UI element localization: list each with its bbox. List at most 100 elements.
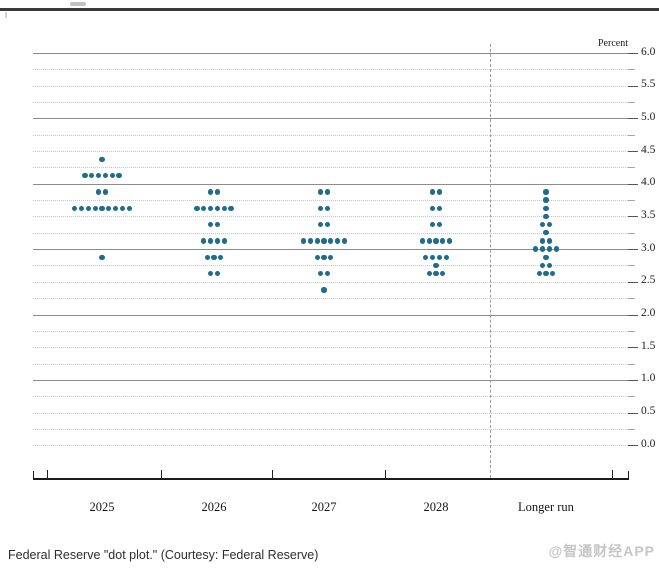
y-axis-tick-label: 0.0 [641,437,656,450]
projection-dot [314,254,320,260]
y-axis-tick [628,85,638,87]
projection-dot [317,221,324,228]
gridline-dotted [33,281,628,283]
y-axis-tick-label: 3.5 [641,208,656,221]
gridline-dotted [33,396,628,398]
projection-dot [214,221,221,228]
cropped-text-artifact [70,2,86,6]
projection-dot [324,189,331,195]
projection-dot [106,205,112,211]
left-edge-artifact [5,12,7,18]
projection-dot [436,221,443,228]
projection-dot [207,270,214,277]
projection-dot [433,262,439,269]
y-axis-tick [628,183,638,185]
x-axis-tick [47,470,48,478]
y-axis-unit-label: Percent [598,38,628,49]
projection-dot [218,254,224,260]
projection-dot [543,197,549,203]
projection-dot [546,221,553,228]
gridline-dotted [33,232,628,234]
y-axis-tick [628,428,635,430]
projection-dot [546,238,553,244]
gridline-dotted [33,412,628,414]
x-axis-tick [161,470,162,478]
gridline-dotted [33,265,628,267]
x-axis-category-label: 2027 [311,500,337,514]
gridline-dotted [33,445,628,447]
projection-dot [539,221,546,228]
y-axis-tick-label: 3.0 [641,241,656,254]
projection-dot [307,238,314,244]
projection-dot [207,189,214,195]
gridline-solid [33,53,628,54]
projection-dot [533,246,539,252]
projection-dot [341,238,348,244]
projection-dot [543,270,549,277]
x-axis-end-tick [33,471,34,478]
projection-dot [317,189,324,195]
y-axis-tick-label: 6.0 [641,45,656,58]
x-axis-tick [385,470,386,478]
projection-dot [119,205,126,211]
projection-dot [102,172,109,179]
gridline-dotted [33,216,628,218]
projection-dot [433,270,439,277]
y-axis-tick [628,363,635,365]
y-axis-tick-label: 5.0 [641,110,656,123]
projection-dot [207,221,214,228]
projection-dot [112,205,119,211]
y-axis-tick-label: 5.5 [641,78,656,91]
y-axis-tick [628,330,635,332]
projection-dot [207,205,214,211]
projection-dot [214,189,221,195]
chart-caption: Federal Reserve "dot plot." (Courtesy: F… [8,548,319,562]
projection-dot [89,172,95,179]
y-axis-tick [628,216,638,218]
gridline-solid [33,118,628,120]
y-axis-tick [628,232,635,234]
projection-dot [426,270,432,277]
projection-dot [328,254,334,260]
y-axis-tick-label: 2.5 [641,274,656,287]
projection-dot [426,238,432,244]
projection-dot [546,246,553,252]
y-axis-tick-label: 4.5 [641,143,656,156]
watermark-text: @智通财经APP [548,543,655,559]
projection-dot [126,205,132,211]
x-axis-category-label: 2028 [423,500,449,514]
projection-dot [221,238,227,244]
projection-dot [321,287,327,293]
y-axis-tick [628,249,638,251]
longer-run-separator-line [490,44,491,478]
y-axis-tick [628,151,638,153]
projection-dot [314,238,320,244]
y-axis-tick [628,281,638,283]
gridline-dotted [33,167,628,169]
projection-dot [72,205,78,211]
y-axis-tick-label: 4.0 [641,176,656,189]
y-axis-tick [628,134,635,136]
projection-dot [543,205,549,211]
projection-dot [328,238,334,244]
y-axis-tick [628,396,635,398]
projection-dot [539,238,546,244]
projection-dot [429,254,436,260]
projection-dot [543,213,549,220]
gridline-solid [33,314,628,316]
projection-dot [334,238,341,244]
projection-dot [539,262,546,269]
top-divider-rule [0,8,659,11]
projection-dot [440,238,446,244]
projection-dot [543,189,549,195]
gridline-solid [33,183,628,185]
projection-dot [440,270,446,277]
projection-dot [436,189,443,195]
projection-dot [204,254,210,260]
y-axis-tick [628,298,635,300]
projection-dot [211,254,217,260]
projection-dot [324,205,331,211]
projection-dot [436,254,443,260]
projection-dot [221,205,227,211]
